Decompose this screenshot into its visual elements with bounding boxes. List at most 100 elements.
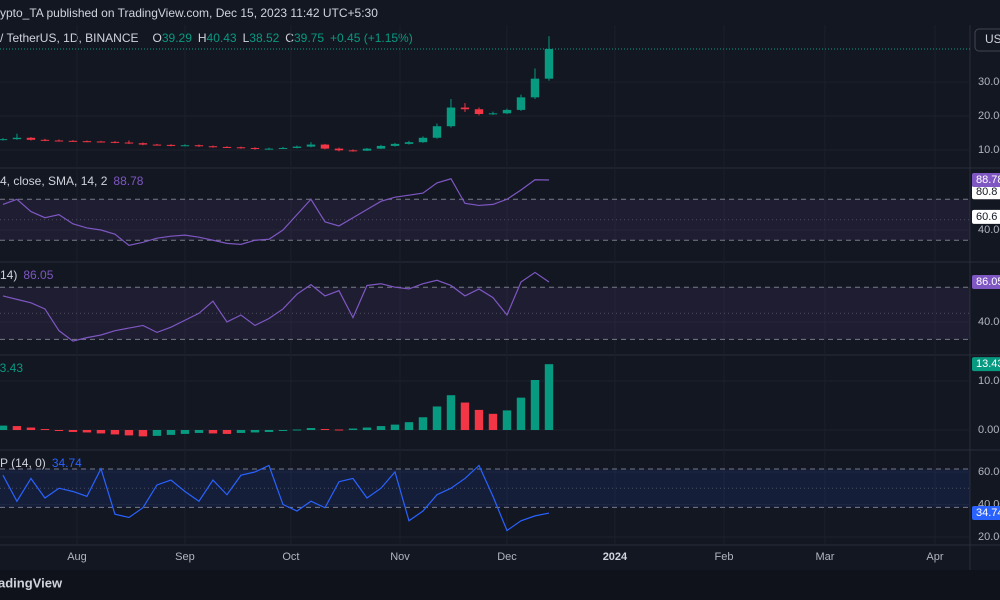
legend-label: 14) — [0, 268, 17, 282]
y-tick-label: 0.00 — [978, 424, 999, 436]
histogram-bar — [40, 429, 50, 431]
histogram-bar — [96, 430, 106, 434]
histogram-bar — [208, 430, 218, 434]
ohlc-value: 39.29 — [162, 31, 192, 45]
y-tick-label: 10.00 — [978, 375, 1000, 387]
value-box-label: 86.05 — [976, 276, 1000, 288]
histogram-bar — [194, 430, 204, 433]
candle-body — [12, 137, 22, 140]
ohlc-value: 38.52 — [249, 31, 279, 45]
y-tick-label: 40.00 — [978, 224, 1000, 236]
x-tick-label: Feb — [715, 551, 734, 563]
value-box — [972, 357, 1000, 372]
candle-body — [26, 137, 36, 140]
candle-body — [54, 140, 64, 142]
histogram-bar — [54, 430, 64, 431]
candle-body — [334, 148, 344, 151]
histogram-bar — [292, 429, 302, 431]
candle-body — [40, 139, 50, 141]
x-tick-label: Apr — [926, 551, 943, 563]
currency-button[interactable] — [974, 28, 1000, 52]
histogram-bar — [236, 430, 246, 433]
candle-body — [68, 140, 78, 142]
value-box — [972, 506, 1000, 521]
indicator-line — [2, 464, 550, 532]
x-tick-label: 2024 — [603, 551, 628, 563]
histogram-bar — [530, 380, 540, 430]
ohlc-value: 40.43 — [207, 31, 237, 45]
x-tick-label: Dec — [497, 551, 517, 563]
y-tick-label: 30.00 — [978, 76, 1000, 88]
candle-body — [110, 141, 120, 143]
candle-body — [222, 146, 232, 148]
candle-body — [418, 137, 428, 143]
value-box-label: 88.78 — [976, 174, 1000, 186]
candle-body — [236, 147, 246, 149]
legend-value: 13.43 — [0, 361, 23, 375]
histogram-bar — [82, 430, 92, 433]
ohlc-label: O — [153, 31, 162, 45]
y-tick-label: 10.00 — [978, 144, 1000, 156]
x-tick-label: Oct — [282, 551, 299, 563]
histogram-bar — [26, 427, 36, 430]
legend-value: 34.74 — [52, 456, 82, 470]
histogram-bar — [166, 430, 176, 435]
histogram-bar — [502, 410, 512, 430]
histogram-bar — [180, 430, 190, 434]
y-tick-label: 60.00 — [978, 466, 1000, 478]
candle-body — [194, 145, 204, 147]
candle-body — [138, 143, 148, 145]
histogram-bar — [544, 364, 554, 430]
value-box — [972, 274, 1000, 289]
candle-body — [446, 107, 456, 127]
value-box — [972, 185, 1000, 200]
candle-body — [530, 78, 540, 98]
candle-body — [264, 148, 274, 150]
candle-body — [124, 142, 134, 144]
legend-label: 4, close, SMA, 14, 2 — [0, 174, 108, 188]
footer-bar — [0, 570, 1000, 600]
candle-body — [348, 150, 358, 152]
histogram-bar — [376, 426, 386, 430]
candle-body — [180, 145, 190, 147]
x-tick-label: Nov — [390, 551, 410, 563]
histogram-bar — [432, 406, 442, 430]
histogram-bar — [334, 429, 344, 431]
candle-body — [404, 142, 414, 144]
candle-body — [460, 107, 470, 110]
candle-body — [292, 146, 302, 148]
histogram-bar — [110, 430, 120, 435]
histogram-bar — [320, 429, 330, 431]
candle-body — [82, 141, 92, 143]
legend-value: 86.05 — [23, 268, 53, 282]
histogram-bar — [348, 428, 358, 430]
indicator-line — [2, 271, 550, 342]
x-tick-label: Mar — [815, 551, 834, 563]
value-box-label: 13.43 — [976, 358, 1000, 370]
candle-body — [362, 148, 372, 151]
ohlc-label: H — [198, 31, 207, 45]
change: +0.45 (+1.15%) — [330, 31, 413, 45]
candle-body — [152, 144, 162, 146]
currency-label[interactable]: USD — [985, 32, 1000, 46]
histogram-bar — [264, 430, 274, 432]
symbol: / TetherUS, 1D, BINANCE — [0, 31, 139, 45]
value-box — [972, 173, 1000, 188]
ohlc-label: L — [243, 31, 250, 45]
candle-body — [320, 144, 330, 149]
histogram-bar — [474, 409, 484, 430]
histogram-bar — [390, 424, 400, 430]
ohlc-label: C — [285, 31, 294, 45]
histogram-bar — [68, 430, 78, 432]
symbol-line: / TetherUS, 1D, BINANCE O39.29 H40.43 L38.5… — [0, 31, 413, 45]
histogram-bar — [488, 413, 498, 430]
x-tick-label: Aug — [67, 551, 87, 563]
y-tick-label: 20.00 — [978, 531, 1000, 543]
y-tick-label: 20.00 — [978, 110, 1000, 122]
histogram-bar — [362, 427, 372, 430]
candle-body — [306, 144, 316, 147]
histogram-bar — [516, 397, 526, 430]
histogram-bar — [222, 430, 232, 434]
